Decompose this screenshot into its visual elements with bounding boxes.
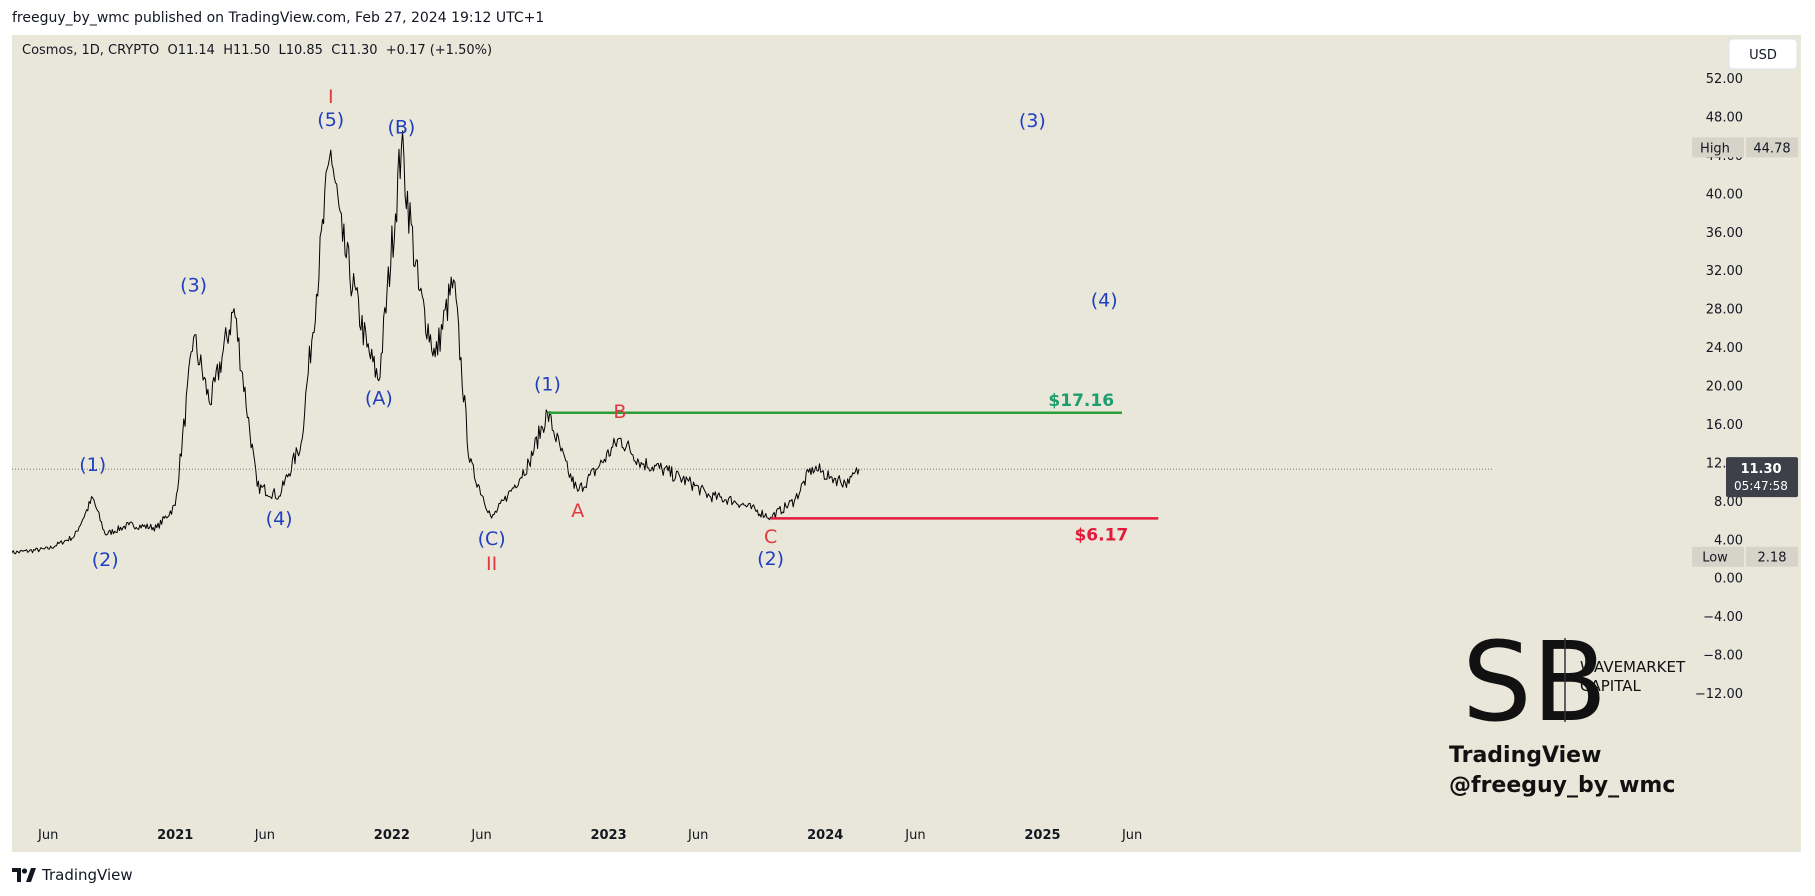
- currency-button[interactable]: [1728, 38, 1798, 70]
- wave-label: (2): [757, 548, 784, 570]
- currency-button-label: USD: [1749, 48, 1777, 63]
- y-axis-tick-label: 4.00: [1714, 533, 1743, 548]
- wave-label: (3): [180, 274, 207, 296]
- tradingview-logo-text: TradingView: [42, 866, 133, 884]
- wave-label: (2): [92, 549, 119, 571]
- support-level-label: $6.17: [1074, 525, 1128, 545]
- wavemarket-logo-icon: SB: [1462, 618, 1607, 746]
- price-chart[interactable]: $17.16 $6.17 I(5) (B) (3) (A) (1) (2) (4) (C) II (…: [11, 35, 1801, 852]
- x-axis-tick-label: Jun: [254, 828, 275, 843]
- y-axis-tick-label: 24.00: [1706, 341, 1743, 356]
- watermark-line1: TradingView: [1449, 743, 1601, 768]
- low-label-value: 2.18: [1758, 551, 1787, 566]
- watermark-line2: @freeguy_by_wmc: [1449, 773, 1675, 798]
- tradingview-logo-icon: [12, 868, 36, 882]
- tradingview-logo[interactable]: TradingView: [12, 864, 133, 886]
- y-axis-tick-label: −4.00: [1703, 610, 1743, 625]
- wave-label: (C): [478, 528, 506, 550]
- y-axis-tick-label: 32.00: [1706, 264, 1743, 279]
- y-axis-tick-label: 48.00: [1706, 110, 1743, 125]
- y-axis-tick-label: 28.00: [1706, 303, 1743, 318]
- wave-label: (1): [534, 373, 561, 395]
- low-label-title: Low: [1702, 551, 1728, 566]
- wave-label: C: [764, 526, 777, 548]
- wave-label: B: [613, 401, 626, 423]
- published-by-line: freeguy_by_wmc published on TradingView.…: [12, 10, 545, 26]
- wave-label: (4): [1091, 290, 1118, 312]
- y-axis-tick-label: −12.00: [1695, 687, 1743, 702]
- high-label-box: [1692, 137, 1744, 158]
- wave-label: (1): [79, 454, 106, 476]
- wave-label: (4): [266, 508, 293, 530]
- current-price-value: 11.30: [1740, 462, 1781, 477]
- x-axis-tick-label: Jun: [904, 828, 925, 843]
- x-axis-tick-label: 2021: [157, 828, 193, 843]
- price-series-line: [11, 130, 860, 555]
- y-axis-tick-label: 8.00: [1714, 495, 1743, 510]
- watermark-brand-line2: CAPITAL: [1580, 677, 1641, 695]
- wave-label: (B): [387, 117, 415, 139]
- wave-label: (5): [317, 109, 344, 131]
- wave-label: (3): [1019, 110, 1046, 132]
- resistance-level-label: $17.16: [1048, 391, 1114, 411]
- wave-label: I: [328, 86, 334, 108]
- watermark-brand-line1: WAVEMARKET: [1580, 658, 1686, 676]
- x-axis-tick-label: Jun: [470, 828, 491, 843]
- low-label-box: [1692, 546, 1744, 567]
- high-value-box: [1746, 137, 1798, 158]
- x-axis-tick-label: Jun: [687, 828, 708, 843]
- current-price-badge: [1726, 457, 1798, 498]
- y-axis-tick-label: 16.00: [1706, 418, 1743, 433]
- y-axis-tick-label: 36.00: [1706, 226, 1743, 241]
- low-value-box: [1746, 546, 1798, 567]
- y-axis-tick-label: 52.00: [1706, 72, 1743, 87]
- wave-label: A: [571, 500, 584, 522]
- y-axis-tick-label: 20.00: [1706, 380, 1743, 395]
- high-label-title: High: [1700, 141, 1730, 156]
- wave-label: II: [486, 553, 497, 575]
- y-axis-tick-label: 40.00: [1706, 187, 1743, 202]
- symbol-legend[interactable]: Cosmos, 1D, CRYPTO O11.14 H11.50 L10.85 …: [22, 43, 492, 58]
- x-axis-tick-label: Jun: [37, 828, 58, 843]
- x-axis-tick-label: 2025: [1024, 828, 1060, 843]
- y-axis-tick-label: −8.00: [1703, 649, 1743, 664]
- wave-label: (A): [365, 388, 393, 410]
- x-axis-tick-label: Jun: [1121, 828, 1142, 843]
- x-axis-tick-label: 2022: [374, 828, 410, 843]
- x-axis-tick-label: 2024: [807, 828, 843, 843]
- chart-area[interactable]: $17.16 $6.17 I (5) (B) (3) (A) (1) (2) (4) (C) II (…: [11, 35, 1801, 852]
- y-axis-tick-label: 0.00: [1714, 572, 1743, 587]
- x-axis-tick-label: 2023: [590, 828, 626, 843]
- high-label-value: 44.78: [1753, 141, 1790, 156]
- bar-countdown: 05:47:58: [1734, 479, 1788, 493]
